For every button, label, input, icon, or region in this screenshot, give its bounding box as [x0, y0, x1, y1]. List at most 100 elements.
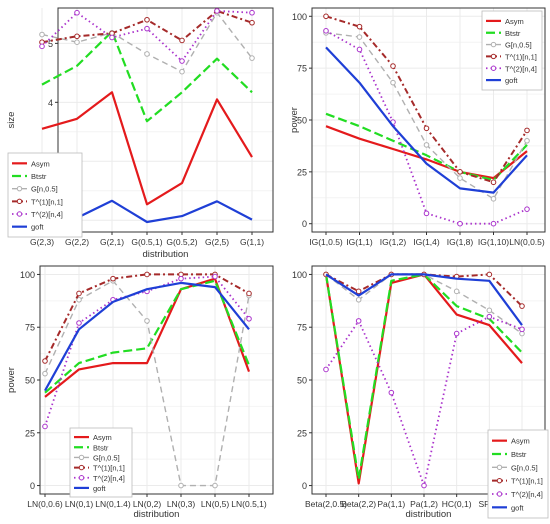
- data-point: [144, 16, 150, 23]
- series-line-2: [325, 112, 528, 182]
- data-point: [323, 13, 329, 20]
- data-point: [178, 482, 184, 489]
- legend-label: T^(2)[n,4]: [505, 64, 537, 73]
- x-tick-label: HC(0,1): [442, 499, 472, 509]
- data-point: [524, 206, 530, 212]
- legend-key-marker: [496, 464, 503, 471]
- data-point: [490, 179, 497, 186]
- data-point: [109, 34, 115, 41]
- data-point: [453, 330, 460, 337]
- data-point: [421, 482, 427, 489]
- chart-panel-4: 0 25 50 75 100 Beta(2,0.5)Beta(2,2) Pa(1,1) Pa(…: [292, 265, 549, 520]
- x-tick-label: IG(1,2): [380, 237, 407, 247]
- data-point: [144, 25, 150, 32]
- x-tick-label: G(2,1): [100, 237, 124, 247]
- legend-key-marker: [496, 477, 503, 484]
- x-tick-label: G(2,3): [30, 237, 54, 247]
- series-line-2: [41, 30, 253, 123]
- x-tick-label: IG(1,4): [413, 237, 440, 247]
- x-axis-title: distribution: [143, 249, 189, 260]
- data-point: [42, 358, 48, 364]
- x-tick-label: Beta(2,0.5): [305, 499, 347, 509]
- legend-key-marker: [490, 41, 497, 48]
- legend: Asym Btstr G[n,0.5] T^(1)[n,1] T^(2)[n,4] gof…: [481, 10, 543, 91]
- data-point: [355, 318, 362, 324]
- y-tick-label: 75: [297, 323, 307, 333]
- y-tick-label: 25: [297, 428, 307, 438]
- legend-key-marker: [490, 53, 497, 60]
- y-tick-label: 100: [292, 12, 307, 22]
- legend-key-marker: [496, 491, 503, 497]
- y-tick-label: 50: [297, 116, 307, 126]
- legend-label: goft: [93, 484, 106, 493]
- legend-key-marker: [16, 211, 23, 217]
- data-point: [144, 318, 150, 324]
- y-tick-label: 25: [297, 167, 307, 177]
- data-point: [76, 290, 82, 297]
- y-tick-label: 100: [292, 270, 307, 280]
- y-axis-title: size: [6, 112, 17, 129]
- legend-key-marker: [78, 475, 85, 481]
- x-tick-label: IG(1,10): [478, 237, 509, 247]
- y-tick-label: 5: [48, 39, 53, 49]
- data-point: [249, 19, 255, 26]
- data-point: [110, 275, 116, 282]
- legend-label: Asym: [93, 433, 112, 442]
- legend-box: [69, 427, 133, 498]
- x-tick-label: Pa(1,1): [377, 499, 405, 509]
- legend-label: Btstr: [505, 29, 521, 38]
- y-tick-label: 0: [302, 219, 307, 229]
- y-tick-label: 50: [297, 376, 307, 386]
- data-point: [179, 58, 185, 64]
- data-point: [524, 127, 530, 134]
- legend-label: Btstr: [511, 450, 527, 459]
- x-axis-title: distribution: [134, 509, 180, 520]
- x-tick-label: Beta(2,2): [341, 499, 376, 509]
- x-tick-label: LN(0,2): [133, 499, 162, 509]
- data-point: [178, 275, 184, 282]
- legend-label: Btstr: [31, 172, 47, 181]
- legend-label: T^(2)[n,4]: [31, 210, 63, 219]
- legend-label: T^(1)[n,1]: [511, 477, 543, 486]
- y-tick-label: 75: [25, 323, 35, 333]
- x-tick-label: LN(0,1.4): [95, 499, 131, 509]
- data-point: [249, 9, 255, 16]
- data-point: [390, 79, 396, 86]
- series-line-1: [325, 125, 528, 180]
- data-point: [453, 288, 460, 295]
- data-point: [76, 296, 82, 303]
- data-point: [144, 51, 150, 57]
- legend-box: [7, 152, 83, 238]
- x-tick-label: LN(0,1): [65, 499, 94, 509]
- x-tick-label: LN(0,0.6): [27, 499, 63, 509]
- y-tick-label: 0: [30, 481, 35, 491]
- legend-box: [487, 429, 549, 519]
- legend-label: T^(2)[n,4]: [511, 490, 543, 499]
- data-point: [423, 142, 430, 148]
- data-point: [74, 39, 80, 45]
- legend-label: T^(1)[n,1]: [505, 52, 537, 61]
- data-point: [356, 46, 363, 53]
- legend-label: T^(1)[n,1]: [31, 197, 63, 206]
- data-point: [356, 23, 363, 30]
- legend-key-marker: [16, 198, 23, 205]
- data-point: [249, 55, 255, 61]
- data-point: [246, 290, 252, 297]
- legend-label: Asym: [31, 159, 50, 168]
- x-tick-label: LN(0.5,1): [231, 499, 267, 509]
- data-point: [388, 389, 395, 396]
- legend-label: G[n,0.5]: [511, 463, 538, 472]
- chart-panel-2: 0 25 50 75 100 IG(1,0.5) IG(1,1) IG(1,2) IG(1,4)…: [289, 7, 546, 247]
- legend-label: Asym: [505, 17, 524, 26]
- y-tick-label: 50: [25, 376, 35, 386]
- data-point: [355, 288, 362, 295]
- data-point: [74, 9, 80, 16]
- data-point: [214, 8, 220, 14]
- data-point: [42, 423, 48, 430]
- data-point: [179, 37, 185, 44]
- x-tick-label: G(1,1): [240, 237, 264, 247]
- x-tick-label: G(2,5): [205, 237, 229, 247]
- legend-label: T^(2)[n,4]: [93, 474, 125, 483]
- data-point: [212, 273, 218, 280]
